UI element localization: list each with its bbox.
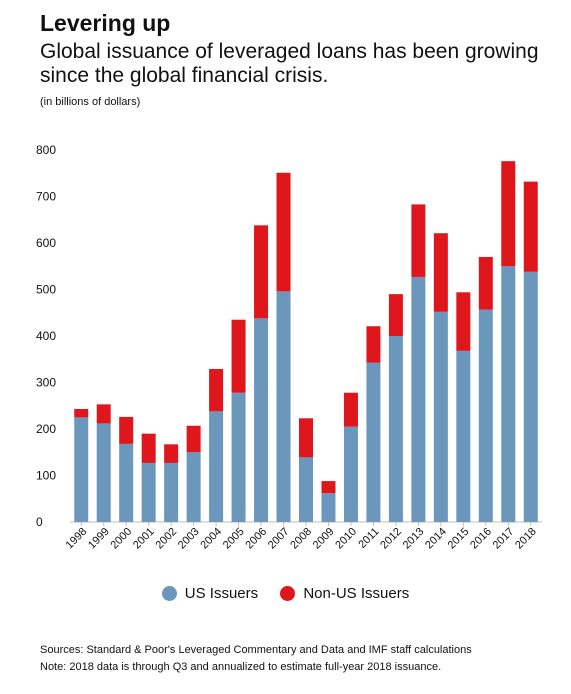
y-tick-label: 100 (36, 469, 56, 483)
legend-item-us: US Issuers (161, 585, 259, 602)
bar-us-2012 (388, 336, 403, 522)
bar-us-2003 (186, 452, 201, 522)
y-tick-label: 600 (36, 236, 56, 250)
x-tick-label: 2018 (513, 526, 539, 552)
bar-nonus-1998 (74, 409, 89, 418)
bar-nonus-1999 (96, 404, 111, 424)
y-tick-label: 500 (36, 283, 56, 297)
bar-nonus-2010 (343, 392, 358, 427)
bar-nonus-2017 (501, 161, 516, 267)
x-tick-label: 2008 (288, 526, 314, 552)
bar-us-1999 (96, 423, 111, 522)
bar-nonus-2016 (478, 256, 493, 310)
x-tick-label: 2011 (356, 526, 381, 551)
legend: US Issuers Non-US Issuers (0, 585, 571, 605)
bar-us-2015 (456, 350, 471, 522)
bar-nonus-2003 (186, 425, 201, 453)
x-tick-label: 2002 (153, 526, 179, 552)
y-tick-label: 200 (36, 422, 56, 436)
legend-swatch-us (161, 586, 177, 601)
x-tick-label: 2012 (378, 526, 404, 552)
x-tick-label: 2007 (266, 526, 292, 552)
bar-nonus-2001 (141, 433, 156, 463)
bar-us-2009 (321, 493, 336, 522)
source-line: Sources: Standard & Poor's Leveraged Com… (40, 644, 472, 656)
chart-subtitle: Global issuance of leveraged loans has b… (40, 40, 539, 87)
bar-nonus-2004 (209, 369, 224, 412)
bar-us-2014 (433, 311, 448, 522)
y-tick-label: 0 (36, 515, 43, 529)
y-tick-label: 800 (36, 143, 56, 157)
bar-us-2017 (501, 266, 516, 522)
x-tick-label: 2006 (243, 526, 269, 552)
bar-nonus-2000 (119, 416, 134, 444)
note-line: Note: 2018 data is through Q3 and annual… (40, 661, 442, 673)
x-tick-label: 2015 (446, 526, 472, 552)
bar-us-2016 (478, 309, 493, 522)
legend-label-nonus: Non-US Issuers (303, 585, 410, 602)
x-tick-label: 2005 (221, 526, 247, 552)
source-notes: Sources: Standard & Poor's Leveraged Com… (40, 642, 472, 676)
bar-us-2002 (164, 462, 179, 522)
bar-us-2013 (411, 276, 426, 522)
bar-us-2007 (276, 291, 291, 522)
legend-item-nonus: Non-US Issuers (280, 585, 409, 602)
x-tick-label: 2013 (401, 526, 427, 552)
x-tick-label: 2010 (333, 526, 359, 552)
x-tick-label: 2001 (131, 526, 157, 552)
bar-nonus-2008 (299, 418, 313, 458)
x-tick-label: 2004 (198, 526, 224, 552)
bar-nonus-2006 (254, 225, 269, 319)
bar-nonus-2015 (456, 292, 471, 351)
bar-nonus-2014 (433, 233, 448, 312)
bar-nonus-2012 (388, 294, 403, 336)
bar-us-2010 (343, 426, 358, 522)
y-tick-label: 400 (36, 329, 56, 343)
bar-us-2001 (141, 462, 156, 522)
bar-us-2011 (366, 362, 381, 522)
x-tick-label: 1998 (64, 526, 90, 552)
bar-nonus-2007 (276, 172, 291, 292)
bar-chart: 0100200300400500600700800199819992000200… (36, 143, 542, 552)
bar-us-2008 (299, 457, 313, 522)
x-tick-label: 1999 (86, 526, 112, 552)
bar-nonus-2011 (366, 326, 381, 363)
unit-note: (in billions of dollars) (40, 96, 141, 108)
x-tick-label: 2017 (491, 526, 517, 552)
legend-label-us: US Issuers (184, 585, 259, 602)
bar-nonus-2013 (411, 204, 426, 277)
y-tick-label: 300 (36, 376, 56, 390)
x-tick-label: 2016 (468, 526, 494, 552)
x-tick-label: 2014 (423, 526, 449, 552)
x-tick-label: 2003 (176, 526, 202, 552)
bar-us-1998 (74, 417, 89, 522)
bar-nonus-2005 (231, 319, 246, 393)
legend-swatch-nonus (280, 586, 296, 601)
chart-title: Levering up (40, 10, 171, 36)
bar-nonus-2009 (321, 481, 336, 494)
bar-nonus-2018 (523, 181, 538, 272)
bar-us-2000 (119, 443, 134, 522)
bar-us-2004 (209, 411, 224, 522)
bar-nonus-2002 (164, 444, 179, 463)
x-tick-label: 2009 (311, 526, 337, 552)
bar-us-2005 (231, 392, 246, 522)
y-tick-label: 700 (36, 190, 56, 204)
x-tick-label: 2000 (109, 526, 135, 552)
bar-us-2018 (523, 271, 538, 522)
bar-us-2006 (254, 318, 269, 522)
